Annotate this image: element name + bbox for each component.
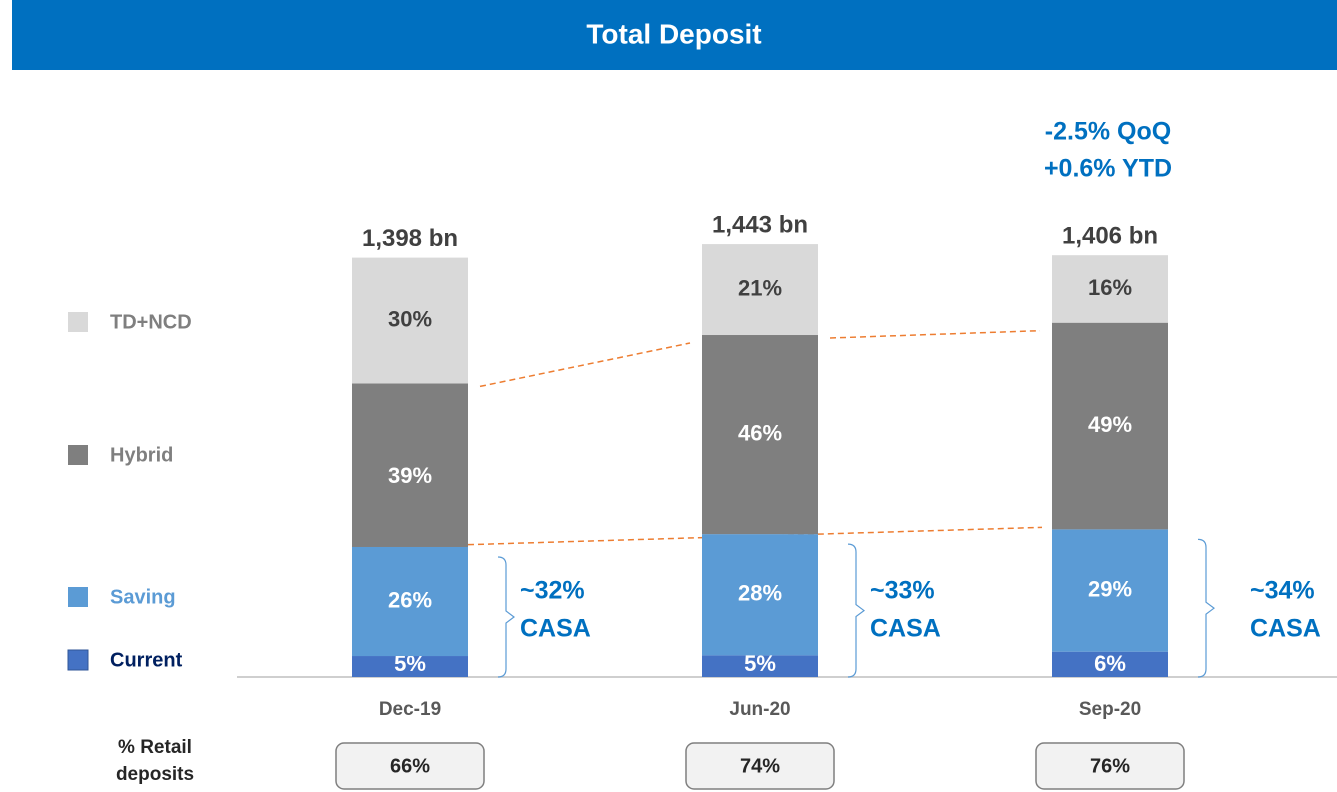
retail-box [335, 742, 485, 790]
growth-annotation: +0.6% YTD [1044, 155, 1172, 183]
bar-segment [352, 257, 468, 384]
retail-value: 76% [1090, 755, 1130, 777]
total-label: 1,406 bn [1062, 223, 1158, 250]
bar-segment [702, 335, 818, 535]
value-label: 30% [388, 306, 432, 331]
retail-box [1035, 742, 1185, 790]
growth-annotation: -2.5% QoQ [1045, 118, 1171, 146]
value-label: 28% [738, 581, 782, 606]
total-label: 1,398 bn [362, 225, 458, 252]
value-label: 6% [1094, 651, 1126, 676]
casa-sub: CASA [870, 615, 941, 643]
x-tick-label: Sep-20 [1079, 699, 1141, 720]
bar-segment [352, 383, 468, 547]
x-tick-label: Jun-20 [729, 699, 790, 720]
bar-segment [1052, 322, 1168, 530]
value-label: 49% [1088, 412, 1132, 437]
retail-box [685, 742, 835, 790]
legend-label: Saving [110, 586, 176, 608]
casa-value: ~32% [520, 577, 585, 605]
value-label: 29% [1088, 576, 1132, 601]
bar-segment [1052, 651, 1168, 677]
casa-value: ~34% [1250, 577, 1315, 605]
casa-bracket [847, 543, 865, 678]
legend-swatch [68, 445, 88, 465]
legend-swatch [68, 312, 88, 332]
chart-title: Total Deposit [586, 18, 761, 49]
bar-segment [1052, 529, 1168, 652]
x-tick-label: Dec-19 [379, 699, 441, 720]
bar-segment [702, 534, 818, 656]
legend-swatch [68, 587, 88, 607]
value-label: 21% [738, 275, 782, 300]
casa-value: ~33% [870, 577, 935, 605]
bar-segment [352, 656, 468, 677]
casa-sub: CASA [520, 615, 591, 643]
bar-segment [702, 244, 818, 336]
casa-bracket [497, 556, 515, 678]
retail-row-label: deposits [116, 764, 194, 785]
retail-row-label: % Retail [118, 737, 192, 758]
connector [479, 342, 691, 388]
casa-bracket [1197, 538, 1215, 678]
casa-sub: CASA [1250, 615, 1321, 643]
retail-value: 74% [740, 755, 780, 777]
legend-swatch [67, 649, 89, 671]
bar-segment [702, 655, 818, 677]
connector [829, 329, 1041, 339]
title-bar [12, 0, 1337, 70]
value-label: 39% [388, 463, 432, 488]
value-label: 26% [388, 587, 432, 612]
bar-segment [352, 546, 468, 657]
total-label: 1,443 bn [712, 211, 808, 238]
legend-label: Hybrid [110, 444, 173, 466]
value-label: 16% [1088, 275, 1132, 300]
legend-label: TD+NCD [110, 311, 192, 333]
retail-value: 66% [390, 755, 430, 777]
legend-label: Current [110, 649, 183, 671]
value-label: 46% [738, 420, 782, 445]
bar-segment [1052, 255, 1168, 323]
